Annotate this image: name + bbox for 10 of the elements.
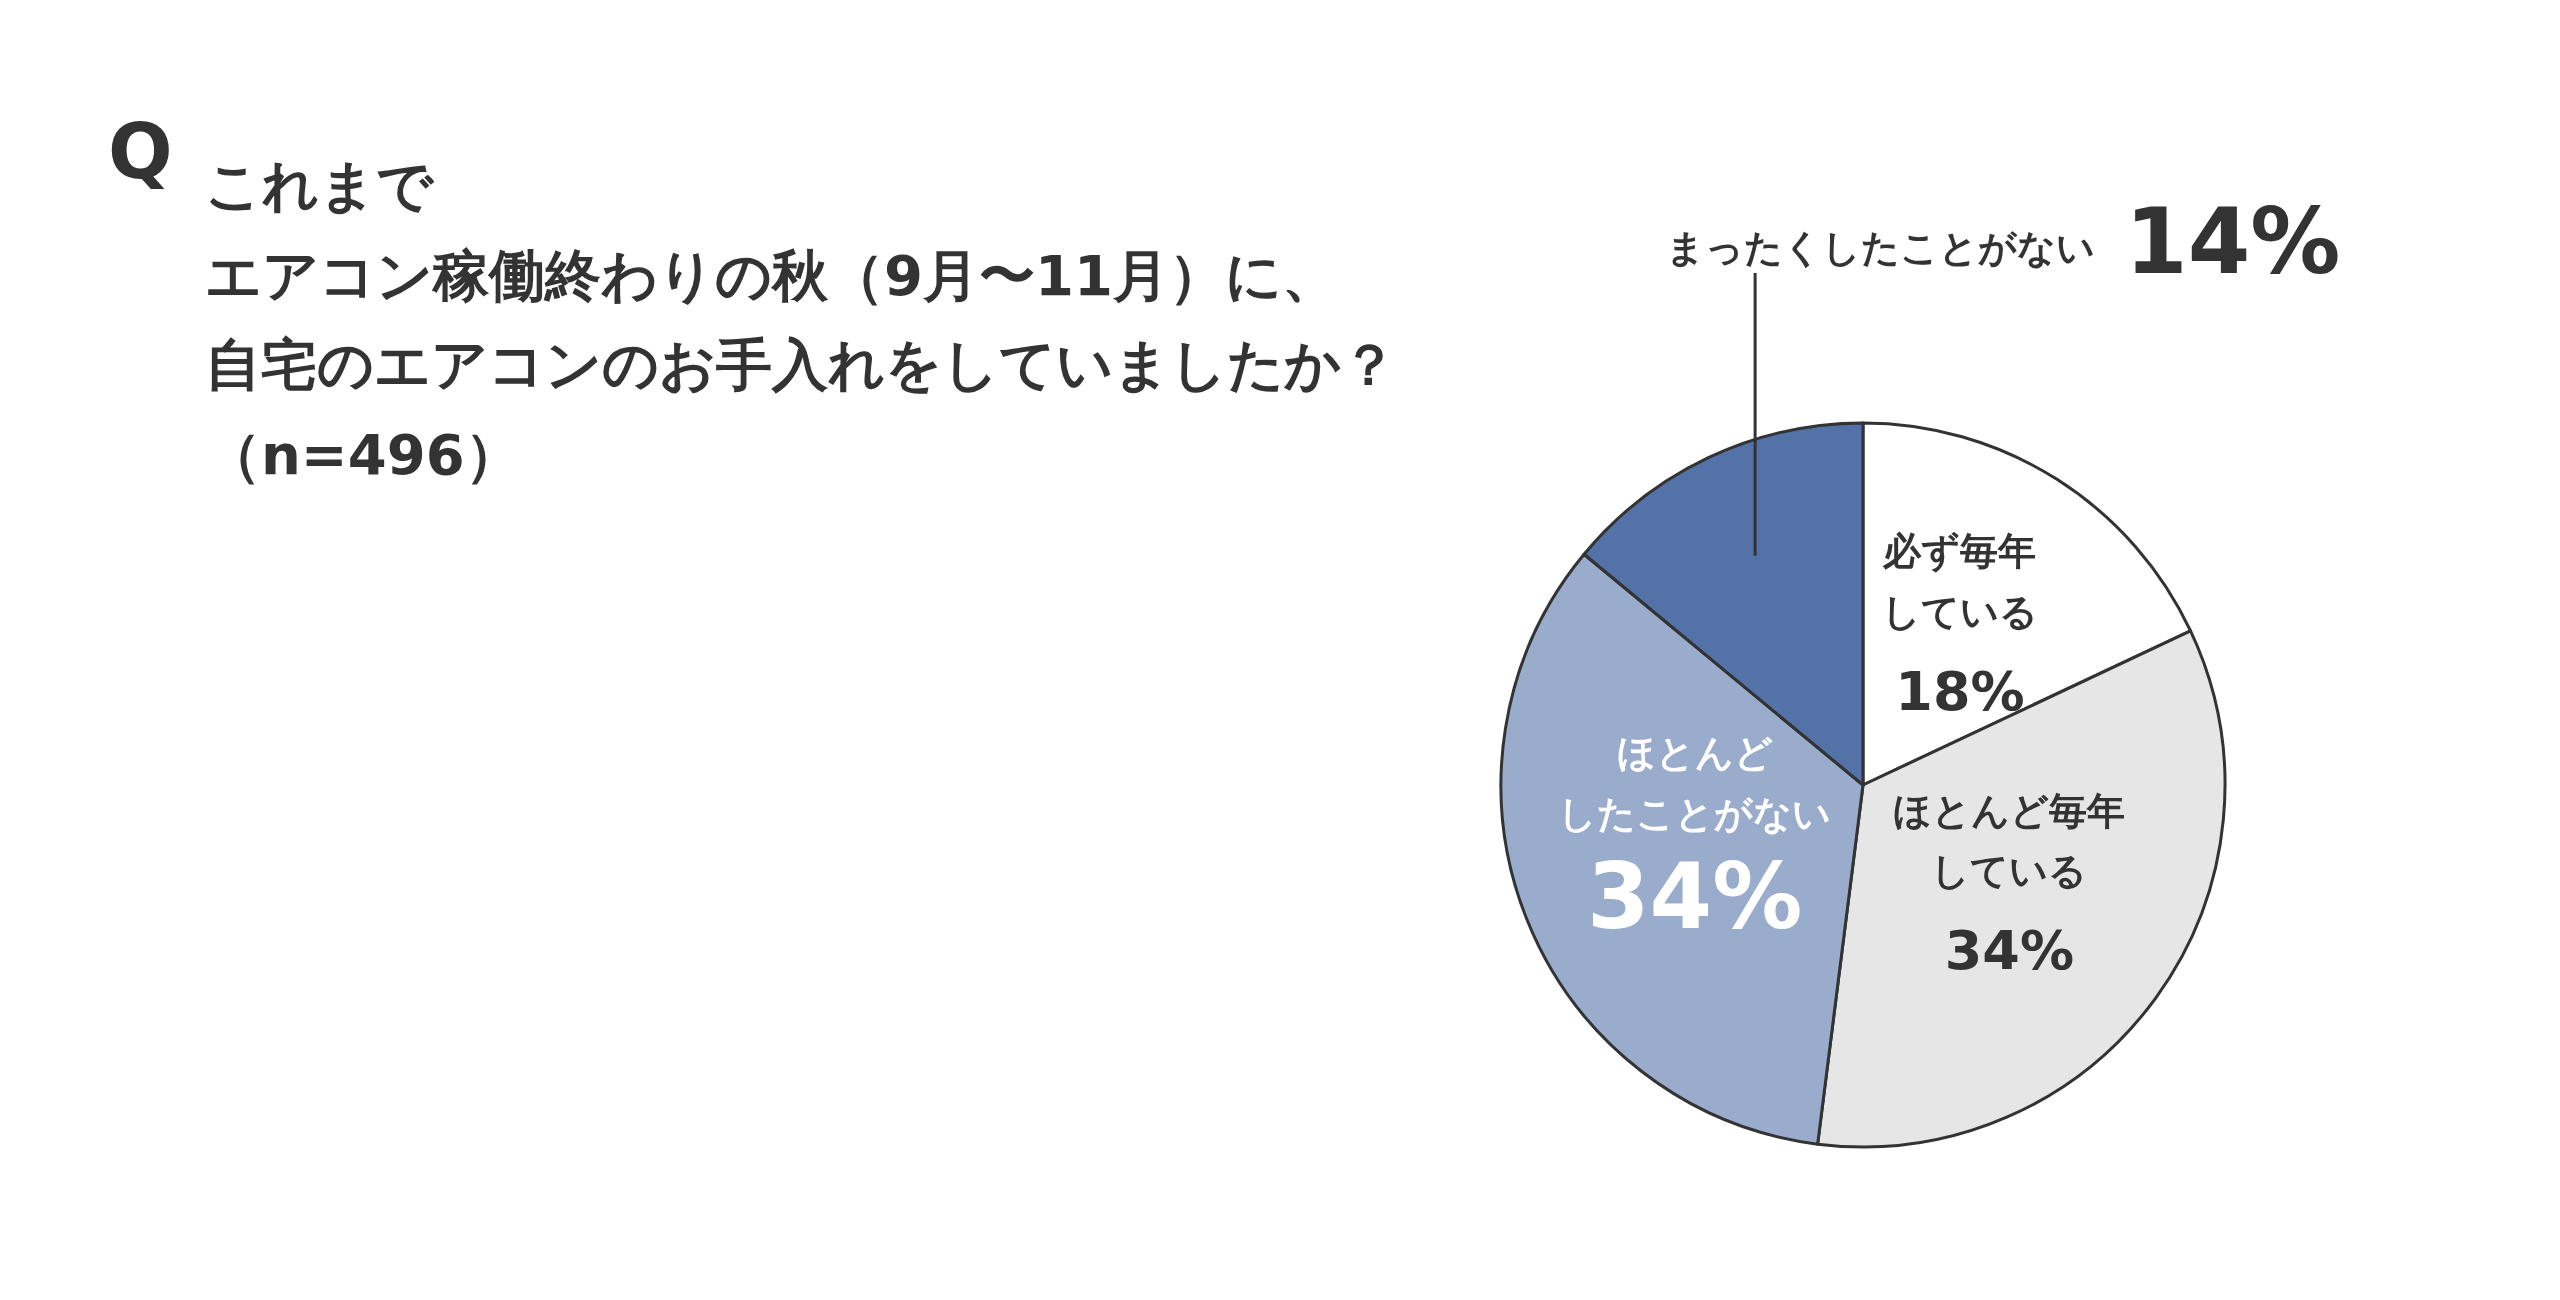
data-label: 34% [1944,919,2075,983]
text: これまでエアコン稼働終わりの秋（9月〜11月）に、自宅のエアコンのお手入れをしていましたか？（n=496） [205,153,1397,487]
slice-label: ほとんど毎年している [1893,788,2126,894]
slice-label: ほとんどしたことがない [1558,730,1832,836]
data-label: 34% [1587,843,1803,949]
data-label: 14% [2125,189,2341,294]
data-label: 18% [1895,660,2025,724]
slice-label: 必ず毎年している [1881,529,2038,635]
slice-label: まったくしたことがない [1666,226,2096,270]
text: Q [108,107,173,196]
